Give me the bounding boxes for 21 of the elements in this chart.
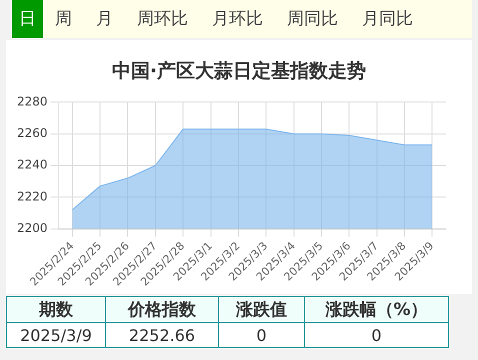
text: 期数 xyxy=(6,296,106,322)
text: 涨跌幅（%） xyxy=(304,296,448,322)
text: 0 xyxy=(304,322,448,348)
y-tick-label: 2280 xyxy=(16,94,48,108)
text: 周环比 xyxy=(136,8,189,31)
y-tick-label: 2220 xyxy=(16,189,48,204)
text: 价格指数 xyxy=(106,296,218,322)
y-tick-label: 2240 xyxy=(16,158,48,172)
text: 月环比 xyxy=(211,8,264,31)
text: 月 xyxy=(95,8,114,31)
text: 周同比 xyxy=(286,8,339,31)
text: 2025/3/9 xyxy=(6,322,106,348)
text: 涨跌值 xyxy=(218,296,304,322)
text: 0 xyxy=(218,322,304,348)
text: 周 xyxy=(54,8,73,31)
text: 月同比 xyxy=(361,8,414,31)
chart-title: 中国·产区大蒜日定基指数走势 xyxy=(110,59,368,84)
text: 2252.66 xyxy=(106,322,218,348)
y-tick-label: 2200 xyxy=(16,220,48,235)
text: 日 xyxy=(12,0,43,38)
y-tick-label: 2260 xyxy=(16,126,48,140)
